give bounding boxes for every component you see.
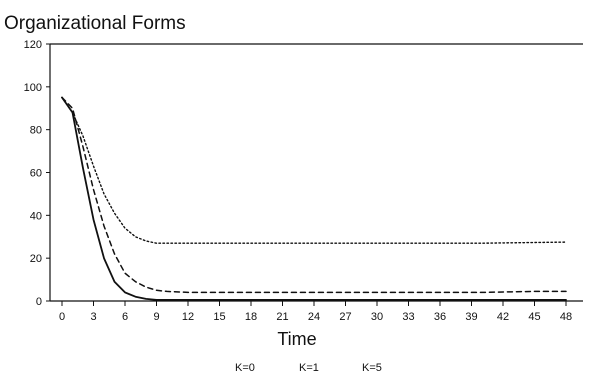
legend-entry: K=1 [299, 362, 319, 374]
x-tick-label: 45 [528, 311, 540, 323]
x-axis-label: Time [277, 329, 316, 349]
x-tick-label: 30 [371, 311, 383, 323]
series-line-k-5 [61, 96, 567, 244]
x-tick-label: 6 [122, 311, 128, 323]
x-axis: 0 3 6 9 12 15 18 21 24 27 30 33 36 39 42 45 48 [59, 301, 572, 323]
x-tick-label: 15 [213, 311, 225, 323]
y-tick-label: 120 [24, 39, 42, 51]
x-tick-label: 24 [308, 311, 320, 323]
plot-area [61, 96, 567, 301]
legend: K=0 K=1 K=5 [235, 362, 382, 374]
chart-title: Organizational Forms [4, 13, 186, 34]
y-tick-label: 80 [30, 125, 42, 137]
x-tick-label: 9 [153, 311, 159, 323]
x-tick-label: 18 [245, 311, 257, 323]
x-tick-label: 42 [497, 311, 509, 323]
x-tick-label: 36 [434, 311, 446, 323]
y-tick-label: 100 [24, 82, 42, 94]
y-tick-label: 40 [30, 210, 42, 222]
legend-entry: K=5 [362, 362, 382, 374]
y-axis: 0 20 40 60 80 100 120 [24, 39, 50, 308]
y-tick-label: 20 [30, 253, 42, 265]
series-line-k-0 [61, 96, 567, 301]
x-tick-label: 3 [90, 311, 96, 323]
plot-frame [49, 43, 583, 302]
x-tick-label: 33 [402, 311, 414, 323]
x-tick-label: 21 [276, 311, 288, 323]
x-tick-label: 27 [339, 311, 351, 323]
legend-entry: K=0 [235, 362, 255, 374]
y-tick-label: 60 [30, 168, 42, 180]
x-tick-label: 0 [59, 311, 65, 323]
y-tick-label: 0 [36, 296, 42, 308]
x-tick-label: 48 [560, 311, 572, 323]
x-tick-label: 39 [465, 311, 477, 323]
series-line-k-1 [61, 96, 567, 294]
x-tick-label: 12 [182, 311, 194, 323]
